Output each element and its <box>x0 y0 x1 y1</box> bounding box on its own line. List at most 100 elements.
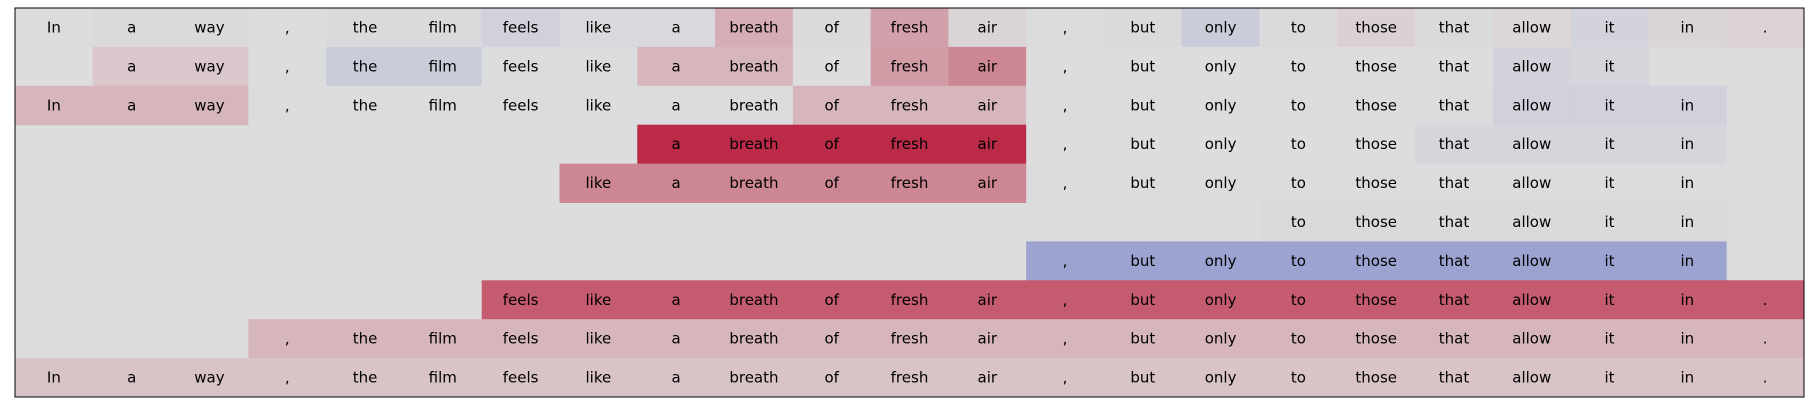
cell-token-label: only <box>1205 57 1237 75</box>
cell-token-label: air <box>978 135 998 153</box>
cell-token-label: that <box>1439 213 1470 231</box>
cell-token-label: breath <box>729 369 778 387</box>
heatmap-cell <box>715 319 794 359</box>
heatmap-cell <box>1648 241 1727 281</box>
heatmap-cell <box>1492 124 1572 165</box>
cell-token-label: a <box>672 291 681 309</box>
heatmap-cell <box>1415 358 1494 398</box>
heatmap-cell <box>715 46 794 87</box>
cell-token-label: to <box>1291 369 1306 387</box>
cell-token-label: in <box>1680 330 1694 348</box>
heatmap-cell <box>1648 85 1727 126</box>
heatmap-cell <box>1103 319 1183 359</box>
cell-token-label: breath <box>729 18 778 36</box>
heatmap-cell <box>637 319 716 359</box>
heatmap-cell <box>1181 241 1261 281</box>
cell-token-label: . <box>1763 330 1768 348</box>
cell-token-label: of <box>824 291 839 309</box>
cell-token-label: those <box>1355 252 1397 270</box>
cell-token-label: it <box>1605 252 1615 270</box>
cell-token-label: allow <box>1512 330 1551 348</box>
heatmap-cell <box>1648 124 1727 165</box>
heatmap-cell <box>792 85 872 126</box>
heatmap-cell <box>1415 85 1494 126</box>
heatmap-cell <box>248 319 327 359</box>
cell-token-label: to <box>1291 57 1306 75</box>
cell-token-label: it <box>1605 213 1615 231</box>
cell-token-label: feels <box>503 369 539 387</box>
heatmap-cell <box>1570 280 1649 320</box>
cell-token-label: it <box>1605 96 1615 114</box>
cell-token-label: film <box>429 96 457 114</box>
cell-token-label: air <box>978 57 998 75</box>
cell-token-label: like <box>586 96 612 114</box>
heatmap-cell <box>1726 358 1805 398</box>
heatmap-cell <box>559 280 638 320</box>
heatmap-cell <box>715 85 794 126</box>
cell-token-label: but <box>1130 330 1155 348</box>
heatmap-cell <box>92 46 172 87</box>
cell-token-label: air <box>978 369 998 387</box>
heatmap-cell <box>1492 46 1572 87</box>
cell-token-label: like <box>586 330 612 348</box>
heatmap-cell <box>1337 124 1416 165</box>
cell-token-label: but <box>1130 369 1155 387</box>
heatmap-cell <box>1026 280 1105 320</box>
cell-token-label: In <box>47 369 61 387</box>
heatmap-cell <box>559 319 638 359</box>
cell-token-label: in <box>1680 252 1694 270</box>
cell-token-label: feels <box>503 57 539 75</box>
heatmap-cell <box>1337 241 1416 281</box>
heatmap-cell <box>481 280 560 320</box>
cell-token-label: , <box>285 369 290 387</box>
heatmap-cell <box>792 280 872 320</box>
heatmap-cell <box>1026 319 1105 359</box>
cell-token-label: , <box>1063 18 1068 36</box>
heatmap-cell <box>870 85 949 126</box>
cell-token-label: In <box>47 96 61 114</box>
heatmap-cell <box>1103 46 1183 87</box>
cell-token-label: fresh <box>891 369 929 387</box>
cell-token-label: air <box>978 18 998 36</box>
cell-token-label: the <box>353 369 378 387</box>
heatmap-cell <box>326 85 405 126</box>
heatmap-cell <box>792 163 872 203</box>
heatmap-cells <box>15 8 1805 398</box>
cell-token-label: air <box>978 291 998 309</box>
cell-token-label: allow <box>1512 96 1551 114</box>
heatmap-cell <box>1337 280 1416 320</box>
heatmap-cell <box>948 280 1027 320</box>
cell-token-label: , <box>285 96 290 114</box>
cell-token-label: that <box>1439 18 1470 36</box>
heatmap-cell <box>1492 319 1572 359</box>
cell-token-label: like <box>586 57 612 75</box>
heatmap-cell <box>1026 241 1105 281</box>
heatmap-cell <box>1103 280 1183 320</box>
cell-token-label: , <box>285 18 290 36</box>
heatmap-cell <box>1492 241 1572 281</box>
heatmap-cell <box>248 46 327 87</box>
cell-token-label: only <box>1205 252 1237 270</box>
cell-token-label: fresh <box>891 18 929 36</box>
cell-token-label: to <box>1291 252 1306 270</box>
cell-token-label: . <box>1763 369 1768 387</box>
cell-token-label: only <box>1205 330 1237 348</box>
heatmap-cell <box>326 319 405 359</box>
cell-token-label: in <box>1680 213 1694 231</box>
heatmap-cell <box>948 124 1027 165</box>
cell-token-label: allow <box>1512 252 1551 270</box>
heatmap-cell <box>1181 124 1261 165</box>
cell-token-label: air <box>978 330 998 348</box>
cell-token-label: that <box>1439 135 1470 153</box>
heatmap-cell <box>1492 85 1572 126</box>
heatmap-cell <box>1259 358 1338 398</box>
cell-token-label: those <box>1355 291 1397 309</box>
cell-token-label: that <box>1439 96 1470 114</box>
cell-token-label: in <box>1680 369 1694 387</box>
heatmap-cell <box>1570 358 1649 398</box>
heatmap-cell <box>637 163 716 203</box>
heatmap-cell <box>1181 319 1261 359</box>
cell-token-label: a <box>127 369 136 387</box>
heatmap-cell <box>1026 8 1105 48</box>
heatmap-cell <box>1648 319 1727 359</box>
